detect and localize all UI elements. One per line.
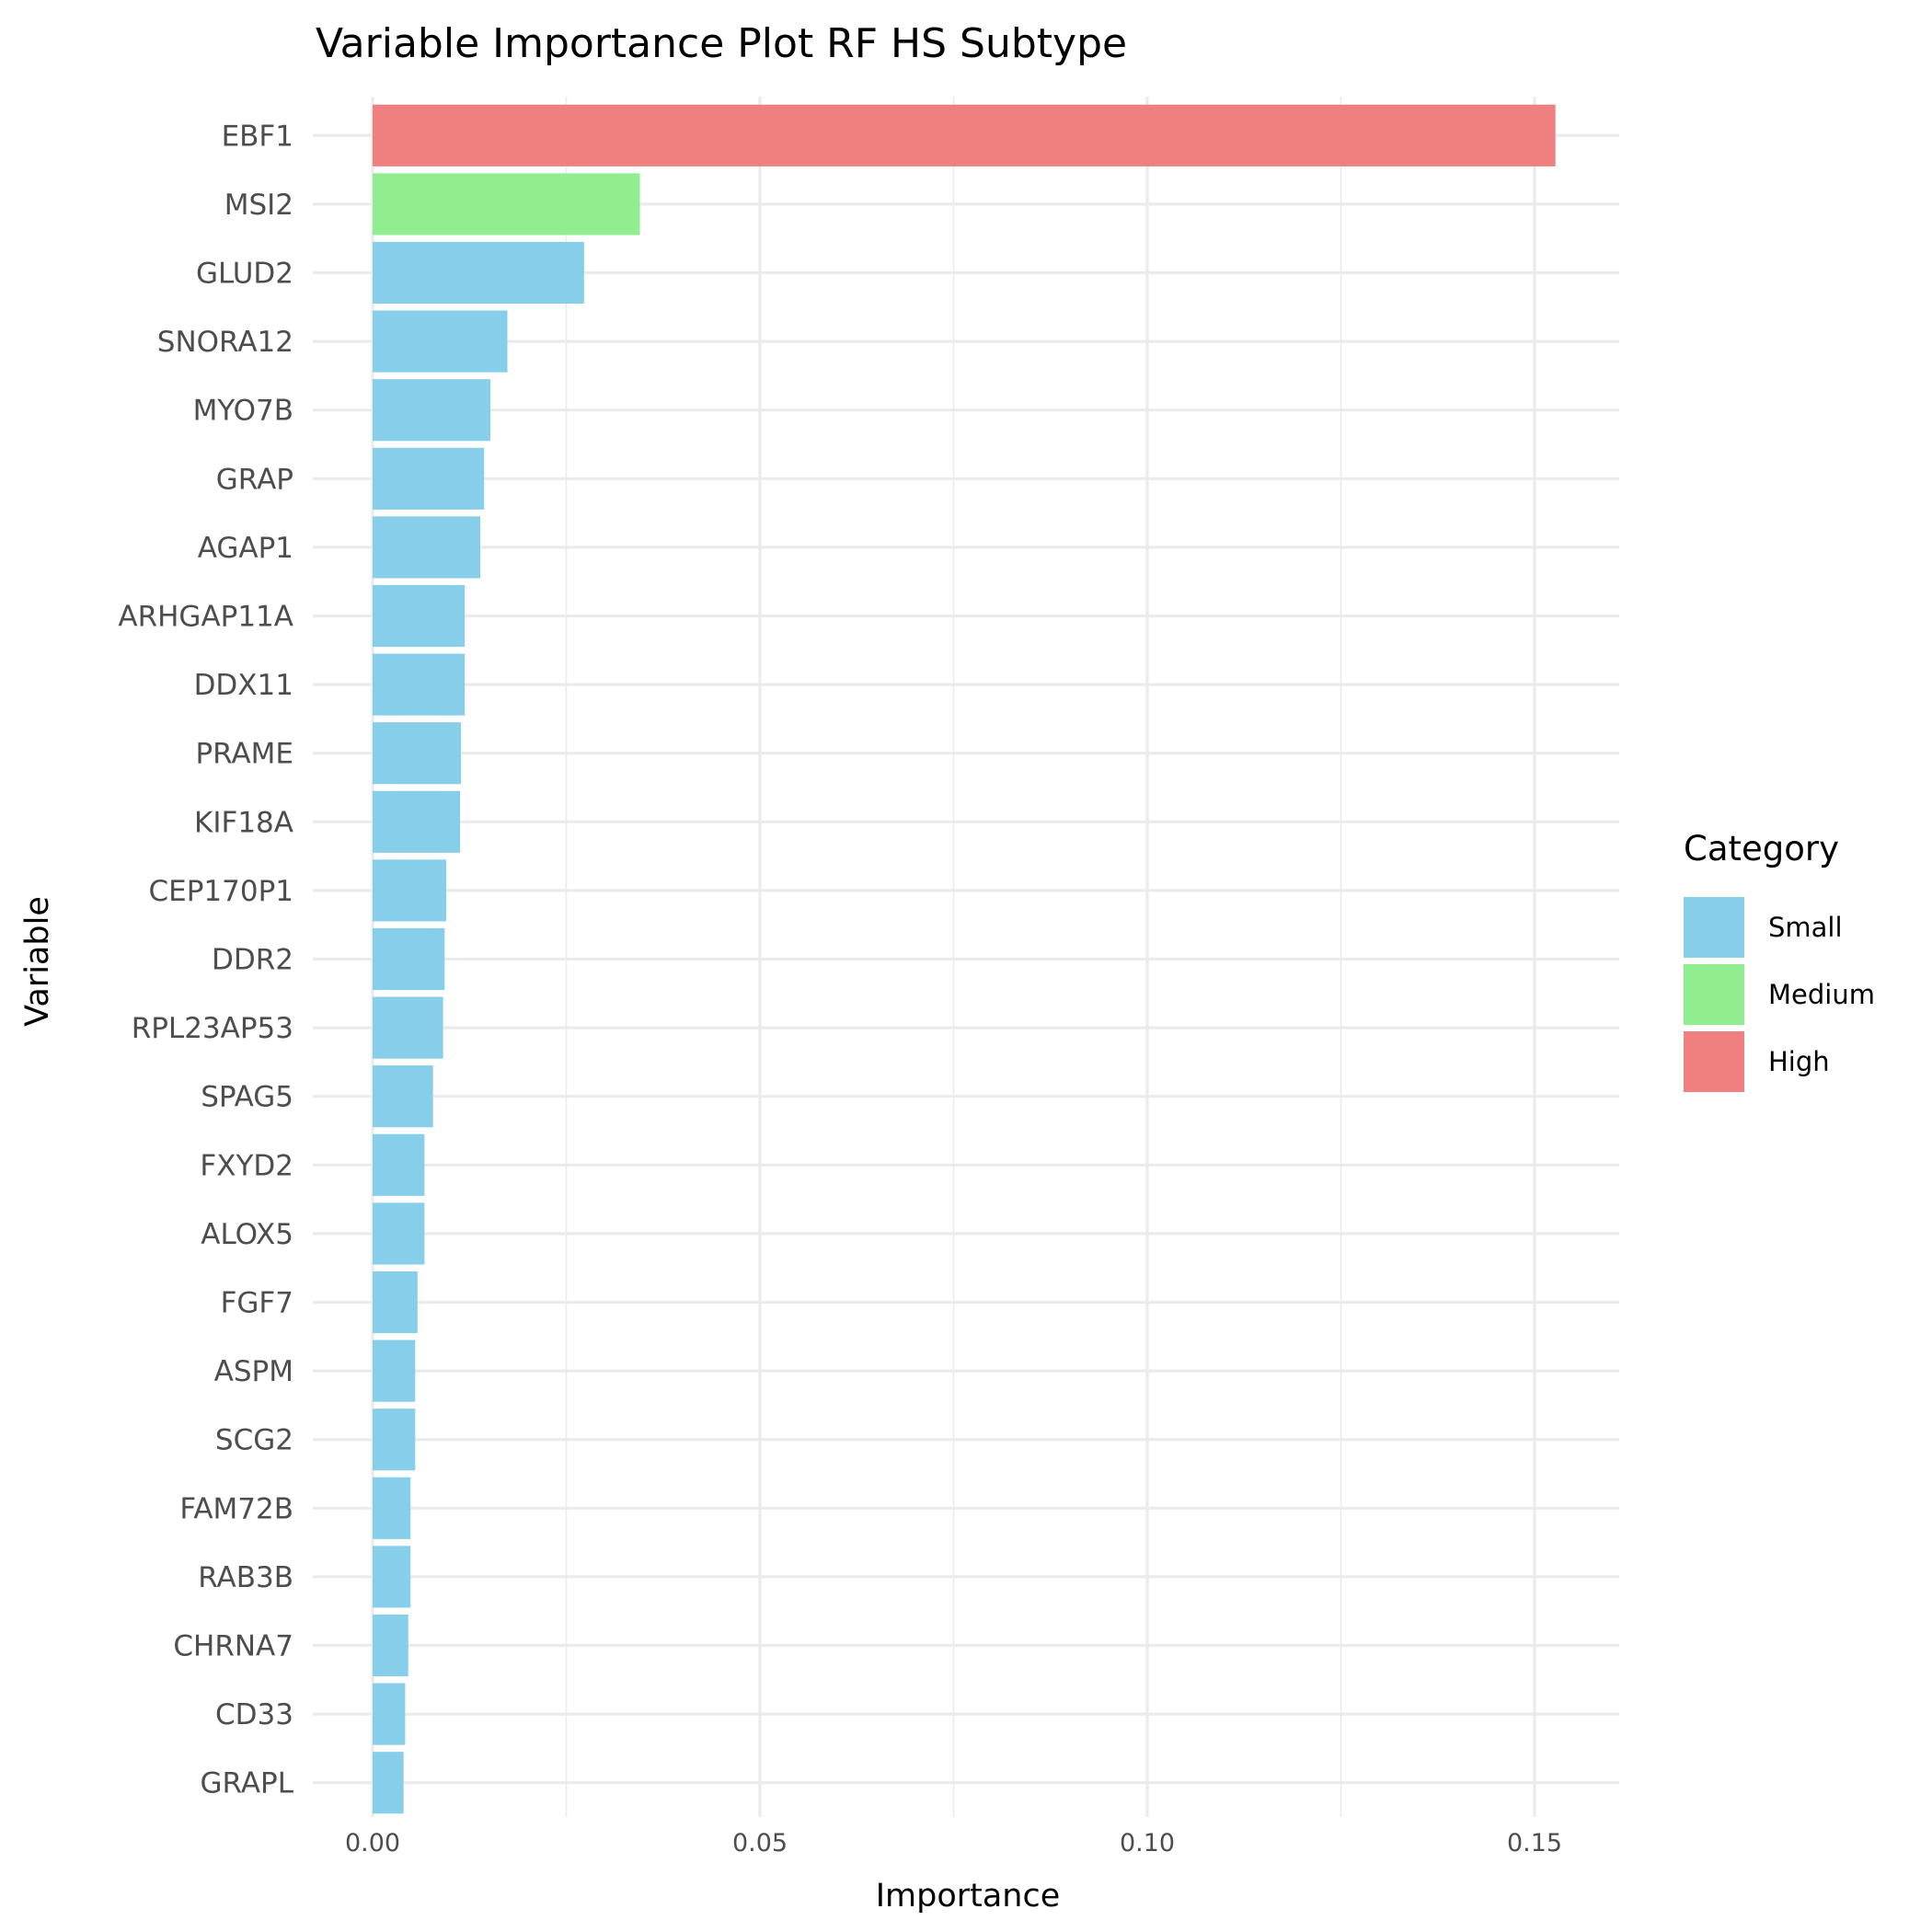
category-label: GLUD2 xyxy=(196,258,293,291)
bar-ebf1 xyxy=(373,104,1556,167)
bar-kif18a xyxy=(373,790,461,853)
bar-scg2 xyxy=(373,1409,416,1471)
legend-label-medium: Medium xyxy=(1768,979,1875,1010)
legend-items: Small Medium High xyxy=(1684,897,1875,1092)
bar-glud2 xyxy=(373,241,584,305)
bar-grapl xyxy=(373,1752,404,1814)
bar-rpl23ap53 xyxy=(373,996,443,1059)
bar-fxyd2 xyxy=(373,1133,425,1196)
category-label: CEP170P1 xyxy=(148,875,293,908)
category-label: ALOX5 xyxy=(201,1218,293,1251)
bar-ddx11 xyxy=(373,653,466,716)
category-label: DDX11 xyxy=(194,669,293,702)
legend-label-small: Small xyxy=(1768,912,1843,943)
bar-agap1 xyxy=(373,516,481,579)
category-label: CD33 xyxy=(215,1698,293,1731)
bar-msi2 xyxy=(373,173,640,236)
x-tick-labels: 0.00 0.05 0.10 0.15 xyxy=(345,1829,1562,1857)
category-labels: EBF1 MSI2 GLUD2 SNORA12 MYO7B GRAP AGAP1 ARHGAP… xyxy=(118,120,293,1800)
category-label: SNORA12 xyxy=(157,326,293,359)
category-label: ASPM xyxy=(214,1355,293,1388)
x-tick-label: 0.15 xyxy=(1507,1829,1562,1857)
category-label: EBF1 xyxy=(222,120,293,153)
bar-cep170p1 xyxy=(373,859,446,922)
category-label: FAM72B xyxy=(179,1492,293,1525)
x-tick-label: 0.00 xyxy=(345,1829,400,1857)
bar-aspm xyxy=(373,1340,416,1402)
category-label: PRAME xyxy=(195,738,293,771)
grid-lines xyxy=(313,97,1619,1817)
legend-swatch-medium xyxy=(1684,964,1744,1025)
legend: Category Small Medium High xyxy=(1684,829,1875,1092)
x-tick-label: 0.05 xyxy=(732,1829,788,1857)
bar-alox5 xyxy=(373,1202,425,1265)
category-label: KIF18A xyxy=(194,806,293,839)
bar-myo7b xyxy=(373,379,490,442)
bar-snora12 xyxy=(373,310,508,373)
bar-fam72b xyxy=(373,1477,411,1539)
bar-spag5 xyxy=(373,1065,433,1128)
bar-fgf7 xyxy=(373,1271,418,1334)
bar-prame xyxy=(373,722,461,785)
legend-title: Category xyxy=(1684,829,1839,868)
category-label: SPAG5 xyxy=(201,1081,293,1114)
legend-swatch-high xyxy=(1684,1031,1744,1092)
bar-grap xyxy=(373,447,485,510)
category-label: RAB3B xyxy=(198,1561,293,1594)
x-axis-title: Importance xyxy=(876,1878,1061,1915)
category-label: MSI2 xyxy=(224,189,293,222)
category-label: SCG2 xyxy=(215,1424,293,1457)
bar-arhgap11a xyxy=(373,584,466,648)
category-label: DDR2 xyxy=(212,944,293,977)
category-label: AGAP1 xyxy=(198,532,293,565)
legend-swatch-small xyxy=(1684,897,1744,958)
bars xyxy=(373,104,1556,1814)
category-label: CHRNA7 xyxy=(173,1630,293,1663)
bar-ddr2 xyxy=(373,927,445,991)
category-label: ARHGAP11A xyxy=(118,601,293,634)
bar-chrna7 xyxy=(373,1614,408,1677)
x-tick-label: 0.10 xyxy=(1120,1829,1175,1857)
y-axis-title: Variable xyxy=(19,896,56,1027)
legend-label-high: High xyxy=(1768,1046,1830,1077)
category-label: FGF7 xyxy=(221,1287,293,1320)
bar-cd33 xyxy=(373,1683,406,1745)
category-label: GRAPL xyxy=(201,1767,294,1800)
category-label: GRAP xyxy=(216,463,293,496)
chart-title: Variable Importance Plot RF HS Subtype xyxy=(316,20,1127,67)
category-label: MYO7B xyxy=(193,395,293,428)
category-label: RPL23AP53 xyxy=(132,1012,293,1045)
category-label: FXYD2 xyxy=(200,1149,293,1182)
bar-rab3b xyxy=(373,1546,411,1608)
